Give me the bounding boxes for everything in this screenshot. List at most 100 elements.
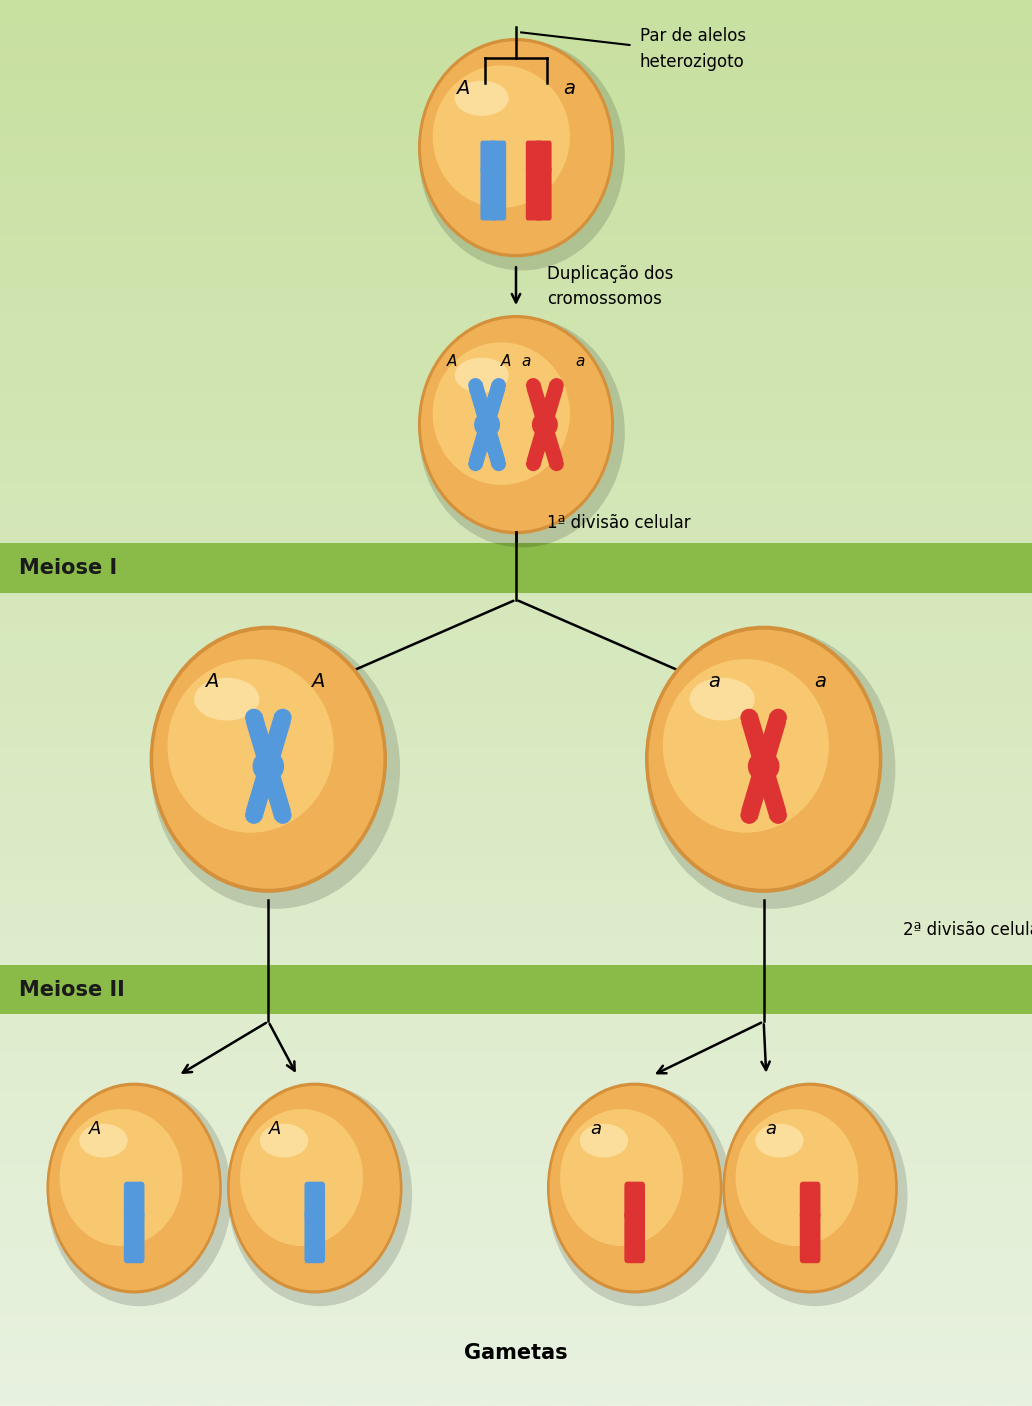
Text: Duplicação dos
cromossomos: Duplicação dos cromossomos — [547, 264, 673, 308]
Polygon shape — [741, 713, 772, 770]
Text: 2ª divisão celular: 2ª divisão celular — [903, 921, 1032, 939]
Text: A: A — [269, 1121, 282, 1137]
Text: A: A — [312, 672, 324, 692]
Polygon shape — [755, 762, 786, 820]
Text: 1ª divisão celular: 1ª divisão celular — [547, 513, 690, 531]
Ellipse shape — [491, 378, 506, 392]
Ellipse shape — [421, 41, 611, 254]
Ellipse shape — [455, 80, 509, 115]
Ellipse shape — [432, 65, 570, 208]
Ellipse shape — [469, 457, 483, 471]
Ellipse shape — [245, 709, 262, 727]
Ellipse shape — [418, 38, 614, 257]
Polygon shape — [755, 713, 786, 770]
Ellipse shape — [770, 806, 787, 824]
Text: A: A — [456, 79, 469, 98]
Ellipse shape — [491, 167, 495, 173]
Text: a: a — [814, 672, 827, 692]
Text: A: A — [447, 354, 457, 368]
Text: a: a — [563, 79, 576, 98]
FancyBboxPatch shape — [489, 167, 506, 221]
Polygon shape — [260, 762, 291, 820]
Text: A: A — [89, 1121, 101, 1137]
Text: Par de alelos
heterozigoto: Par de alelos heterozigoto — [640, 27, 746, 72]
Ellipse shape — [245, 806, 262, 824]
Ellipse shape — [491, 457, 506, 471]
Polygon shape — [481, 381, 506, 429]
FancyBboxPatch shape — [489, 141, 506, 173]
Ellipse shape — [723, 1085, 907, 1306]
Ellipse shape — [755, 1123, 804, 1157]
Polygon shape — [469, 381, 493, 429]
Polygon shape — [539, 381, 563, 429]
Ellipse shape — [725, 1085, 895, 1291]
Ellipse shape — [474, 412, 501, 437]
Polygon shape — [246, 713, 277, 770]
Ellipse shape — [550, 1085, 719, 1291]
FancyBboxPatch shape — [304, 1211, 325, 1263]
FancyBboxPatch shape — [624, 1211, 645, 1263]
FancyBboxPatch shape — [481, 141, 497, 173]
Ellipse shape — [46, 1083, 222, 1294]
Text: a: a — [708, 672, 720, 692]
Ellipse shape — [549, 378, 563, 392]
Text: a: a — [590, 1121, 601, 1137]
FancyBboxPatch shape — [304, 1181, 325, 1219]
Ellipse shape — [630, 1212, 640, 1218]
Ellipse shape — [419, 318, 624, 547]
Ellipse shape — [580, 1123, 628, 1157]
Ellipse shape — [418, 315, 614, 534]
Polygon shape — [260, 713, 291, 770]
Ellipse shape — [722, 1083, 898, 1294]
Ellipse shape — [194, 678, 259, 720]
FancyBboxPatch shape — [535, 167, 551, 221]
Ellipse shape — [740, 709, 757, 727]
Ellipse shape — [748, 751, 779, 782]
Text: Meiose I: Meiose I — [19, 558, 117, 578]
Text: a: a — [521, 354, 531, 368]
Ellipse shape — [79, 1123, 128, 1157]
Ellipse shape — [240, 1109, 363, 1246]
Ellipse shape — [275, 709, 292, 727]
FancyBboxPatch shape — [526, 167, 543, 221]
Polygon shape — [526, 381, 551, 429]
Ellipse shape — [260, 1123, 309, 1157]
Text: a: a — [766, 1121, 776, 1137]
Ellipse shape — [531, 412, 558, 437]
Ellipse shape — [526, 378, 541, 392]
Ellipse shape — [151, 628, 400, 908]
Ellipse shape — [275, 806, 292, 824]
Text: A: A — [205, 672, 218, 692]
Text: A: A — [501, 354, 511, 368]
Text: Gametas: Gametas — [464, 1343, 568, 1362]
Polygon shape — [246, 762, 277, 820]
FancyBboxPatch shape — [124, 1181, 144, 1219]
Ellipse shape — [646, 628, 896, 908]
Ellipse shape — [689, 678, 754, 720]
Text: a: a — [575, 354, 585, 368]
Ellipse shape — [528, 166, 549, 173]
Ellipse shape — [805, 1212, 815, 1218]
Text: Meiose II: Meiose II — [19, 980, 124, 1000]
Ellipse shape — [549, 457, 563, 471]
FancyBboxPatch shape — [800, 1181, 820, 1219]
Ellipse shape — [740, 806, 757, 824]
Ellipse shape — [419, 41, 624, 270]
FancyBboxPatch shape — [535, 141, 551, 173]
Polygon shape — [469, 420, 493, 468]
Ellipse shape — [469, 378, 483, 392]
Polygon shape — [481, 420, 506, 468]
Ellipse shape — [455, 357, 509, 392]
Polygon shape — [741, 762, 772, 820]
Ellipse shape — [153, 630, 384, 889]
Ellipse shape — [253, 751, 284, 782]
Ellipse shape — [310, 1212, 320, 1218]
Bar — [0, 965, 1032, 1015]
FancyBboxPatch shape — [124, 1211, 144, 1263]
Ellipse shape — [230, 1085, 399, 1291]
Ellipse shape — [663, 659, 829, 832]
Ellipse shape — [47, 1085, 231, 1306]
Ellipse shape — [227, 1083, 402, 1294]
Ellipse shape — [228, 1085, 412, 1306]
Ellipse shape — [736, 1109, 859, 1246]
